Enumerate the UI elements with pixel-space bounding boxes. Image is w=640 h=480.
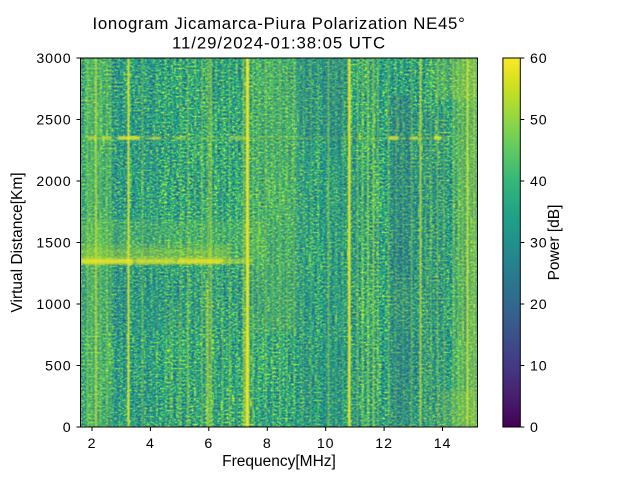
svg-text:50: 50: [530, 113, 548, 129]
svg-text:2: 2: [88, 436, 97, 452]
svg-text:8: 8: [263, 436, 272, 452]
svg-text:14: 14: [434, 436, 452, 452]
svg-text:20: 20: [530, 297, 548, 313]
svg-text:30: 30: [530, 236, 548, 252]
svg-text:60: 60: [530, 51, 548, 67]
svg-text:2000: 2000: [36, 174, 71, 190]
svg-text:Virtual Distance[Km]: Virtual Distance[Km]: [9, 172, 26, 312]
svg-text:0: 0: [63, 420, 72, 436]
svg-text:1500: 1500: [36, 235, 71, 251]
svg-text:500: 500: [45, 358, 71, 374]
svg-text:10: 10: [317, 436, 335, 452]
svg-text:6: 6: [204, 436, 213, 452]
svg-text:11/29/2024-01:38:05 UTC: 11/29/2024-01:38:05 UTC: [172, 34, 386, 53]
svg-text:10: 10: [530, 359, 548, 375]
svg-text:12: 12: [375, 436, 393, 452]
svg-text:2500: 2500: [36, 112, 71, 128]
svg-text:0: 0: [530, 420, 539, 436]
svg-text:3000: 3000: [36, 51, 71, 67]
svg-text:40: 40: [530, 174, 548, 190]
svg-text:Ionogram Jicamarca-Piura Polar: Ionogram Jicamarca-Piura Polarization NE…: [92, 14, 465, 33]
svg-text:4: 4: [146, 436, 155, 452]
svg-text:1000: 1000: [36, 297, 71, 313]
svg-text:Power [dB]: Power [dB]: [546, 205, 563, 281]
svg-text:Frequency[MHz]: Frequency[MHz]: [222, 453, 336, 470]
